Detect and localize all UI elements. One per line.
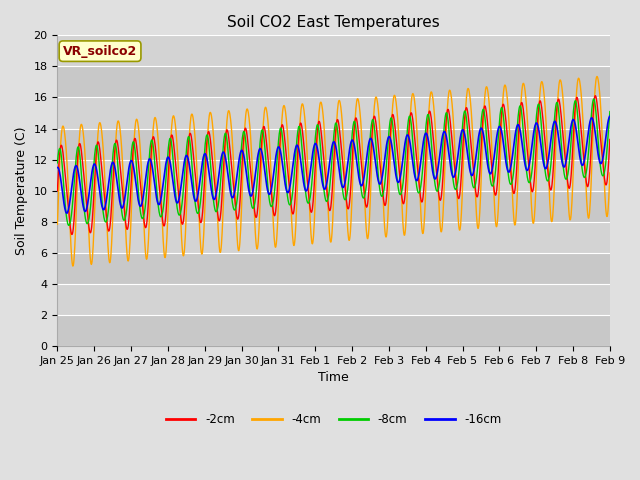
X-axis label: Time: Time xyxy=(318,372,349,384)
Bar xyxy=(58,36,610,66)
Bar xyxy=(58,97,610,129)
Bar xyxy=(58,129,610,160)
Bar xyxy=(58,66,610,97)
Legend: -2cm, -4cm, -8cm, -16cm: -2cm, -4cm, -8cm, -16cm xyxy=(161,408,506,431)
Bar xyxy=(58,160,610,191)
Bar xyxy=(58,315,610,346)
Text: VR_soilco2: VR_soilco2 xyxy=(63,45,137,58)
Bar xyxy=(58,284,610,315)
Title: Soil CO2 East Temperatures: Soil CO2 East Temperatures xyxy=(227,15,440,30)
Bar xyxy=(58,253,610,284)
Bar xyxy=(58,222,610,253)
Y-axis label: Soil Temperature (C): Soil Temperature (C) xyxy=(15,126,28,255)
Bar xyxy=(58,191,610,222)
